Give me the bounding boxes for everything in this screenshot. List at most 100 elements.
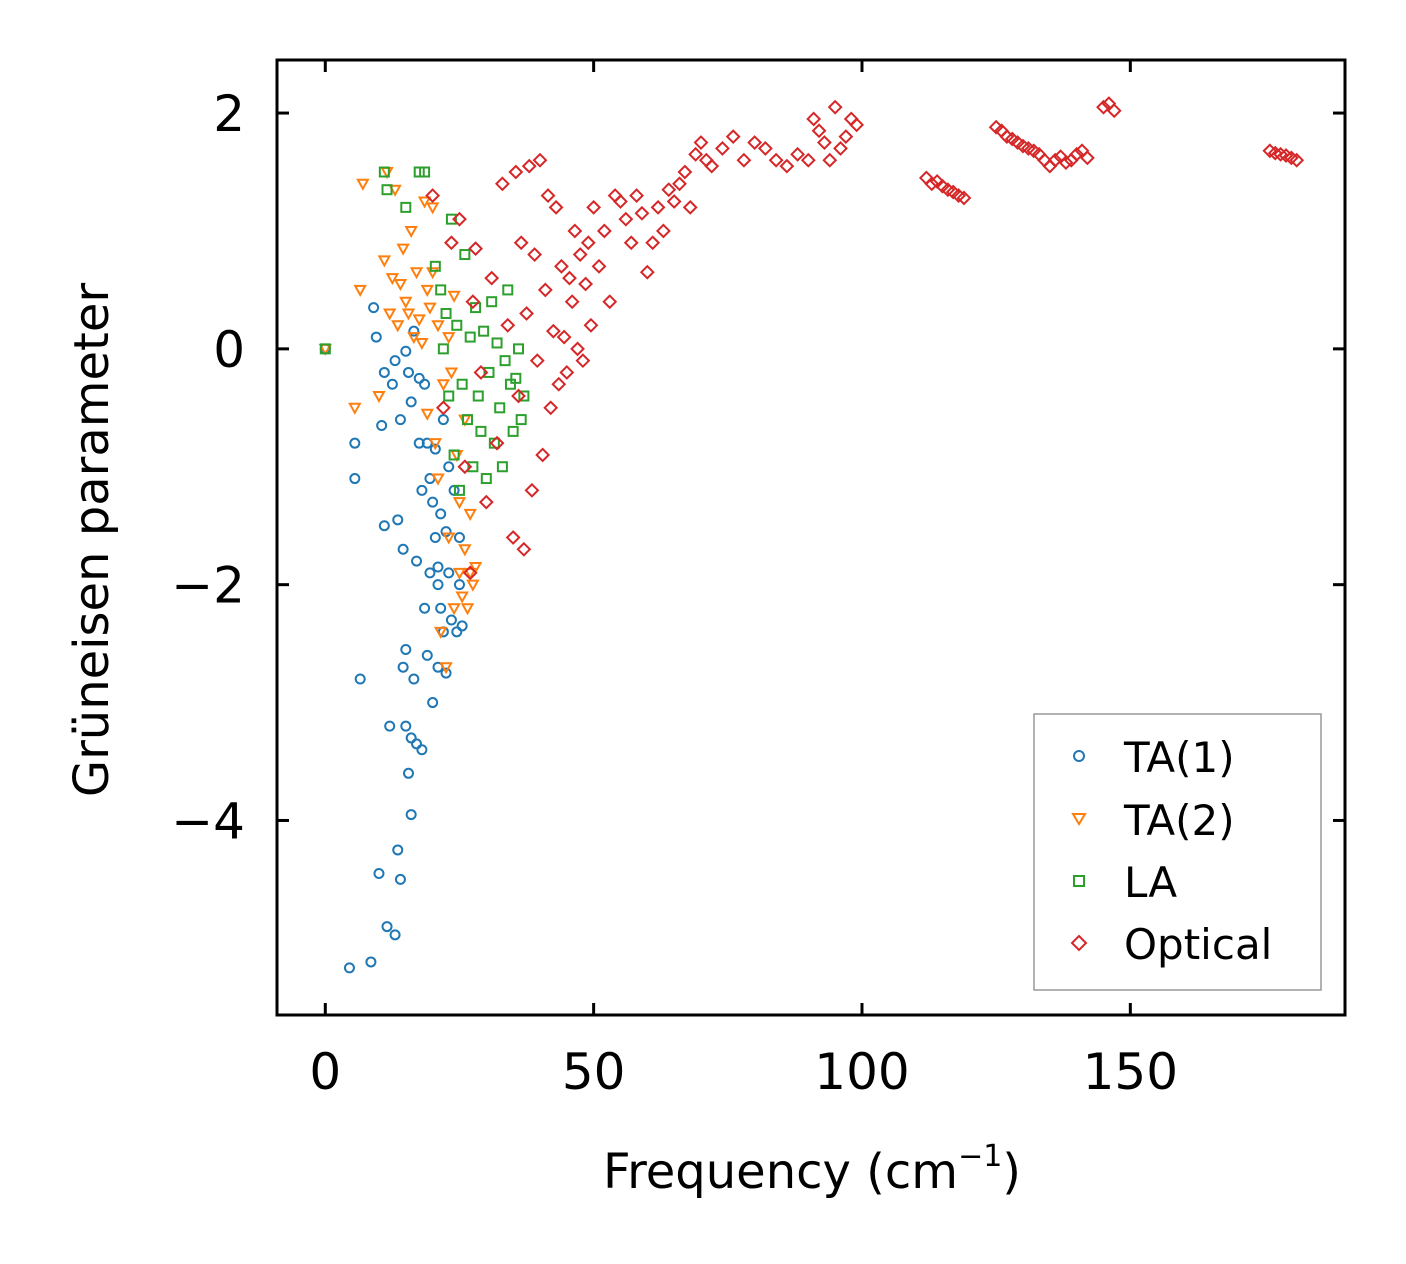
data-point-triangle bbox=[356, 178, 370, 191]
data-point-square bbox=[510, 372, 522, 384]
data-point-circle bbox=[349, 437, 361, 449]
data-point-triangle bbox=[388, 184, 402, 197]
data-point-diamond bbox=[462, 565, 478, 581]
x-tick-label: 100 bbox=[814, 1043, 909, 1101]
data-point-triangle bbox=[353, 284, 367, 297]
data-point-diamond bbox=[645, 235, 661, 251]
data-point-circle bbox=[445, 614, 457, 626]
data-point-diamond bbox=[583, 317, 599, 333]
data-point-diamond bbox=[562, 270, 577, 286]
data-point-diamond bbox=[554, 258, 569, 274]
data-point-circle bbox=[435, 602, 447, 614]
data-point-diamond bbox=[489, 435, 505, 451]
data-point-circle bbox=[400, 644, 412, 656]
data-point-diamond bbox=[578, 276, 594, 292]
axis-ticks: 0 50 100 150 2 0 −2 −4 bbox=[171, 60, 1345, 1101]
data-point-diamond bbox=[1106, 103, 1122, 119]
data-point-circle bbox=[453, 532, 465, 543]
data-point-circle bbox=[402, 767, 414, 779]
data-point-triangle bbox=[442, 532, 456, 545]
data-point-circle bbox=[432, 579, 444, 591]
data-point-diamond bbox=[757, 141, 773, 156]
data-point-circle bbox=[392, 514, 404, 526]
data-point-circle bbox=[368, 302, 380, 314]
data-point-square bbox=[381, 184, 393, 196]
data-point-triangle bbox=[348, 402, 362, 415]
data-point-square bbox=[472, 390, 484, 402]
data-point-square bbox=[483, 366, 495, 378]
data-point-circle bbox=[440, 526, 452, 538]
data-point-diamond bbox=[570, 341, 585, 357]
legend-item-ta2: TA(2) bbox=[1071, 796, 1235, 845]
data-point-diamond bbox=[425, 188, 441, 204]
data-point-diamond bbox=[543, 400, 559, 416]
data-point-square bbox=[491, 337, 503, 349]
data-point-diamond bbox=[661, 182, 677, 198]
data-point-circle bbox=[397, 543, 409, 555]
data-point-circle bbox=[392, 844, 404, 856]
data-point-triangle bbox=[452, 497, 467, 510]
data-point-circle bbox=[394, 414, 406, 426]
data-point-square bbox=[456, 378, 468, 390]
data-point-square bbox=[507, 425, 519, 437]
data-point-circle bbox=[453, 579, 465, 591]
data-point-circle bbox=[405, 809, 417, 821]
data-point-diamond bbox=[618, 211, 634, 227]
data-point-diamond bbox=[817, 135, 832, 150]
x-axis-label-main: Frequency (cm bbox=[603, 1144, 958, 1200]
data-point-triangle bbox=[466, 579, 480, 592]
legend-item-la: LA bbox=[1073, 858, 1177, 907]
data-point-diamond bbox=[580, 235, 596, 251]
data-point-diamond bbox=[564, 294, 580, 310]
data-point-triangle bbox=[447, 603, 461, 616]
data-point-square bbox=[448, 449, 460, 461]
data-point-circle bbox=[408, 673, 420, 685]
data-point-diamond bbox=[537, 282, 553, 298]
data-point-circle bbox=[435, 508, 447, 520]
plot-frame bbox=[275, 58, 1347, 1017]
data-point-triangle bbox=[431, 473, 445, 486]
data-point-triangle bbox=[420, 408, 434, 421]
data-point-square bbox=[319, 343, 331, 355]
data-point-triangle bbox=[455, 591, 469, 604]
data-point-triangle bbox=[458, 544, 472, 557]
data-point-diamond bbox=[677, 164, 693, 180]
data-point-square bbox=[462, 414, 474, 426]
data-point-circle bbox=[373, 868, 385, 880]
data-point-circle bbox=[381, 921, 393, 933]
y-tick-label: −4 bbox=[171, 792, 245, 850]
data-point-diamond bbox=[790, 146, 805, 162]
data-point-diamond bbox=[1289, 152, 1305, 168]
data-point-triangle bbox=[439, 662, 453, 675]
x-axis-label-superscript: −1 bbox=[958, 1139, 1002, 1174]
data-point-circle bbox=[427, 697, 439, 709]
legend-label-ta2: TA(2) bbox=[1123, 796, 1235, 845]
data-point-diamond bbox=[505, 530, 521, 545]
data-point-diamond bbox=[575, 353, 591, 369]
data-point-triangle bbox=[447, 290, 461, 303]
data-point-square bbox=[400, 201, 412, 213]
data-point-diamond bbox=[688, 146, 704, 162]
data-point-diamond bbox=[540, 188, 556, 204]
x-axis-label-close: ) bbox=[1002, 1144, 1021, 1200]
x-tick-label: 50 bbox=[562, 1043, 626, 1101]
legend-marker-triangle bbox=[1071, 813, 1087, 826]
data-point-diamond bbox=[1069, 146, 1085, 162]
data-point-diamond bbox=[519, 306, 534, 321]
legend-label-optical: Optical bbox=[1124, 920, 1272, 969]
data-point-triangle bbox=[436, 379, 451, 392]
data-point-diamond bbox=[811, 123, 827, 139]
data-point-diamond bbox=[551, 376, 567, 392]
data-point-triangle bbox=[393, 279, 408, 292]
data-point-square bbox=[515, 414, 527, 426]
data-point-diamond bbox=[827, 99, 843, 115]
data-point-diamond bbox=[529, 353, 545, 369]
data-point-triangle bbox=[428, 438, 443, 451]
data-point-square bbox=[494, 402, 506, 414]
data-point-circle bbox=[419, 378, 431, 390]
data-point-diamond bbox=[806, 111, 822, 127]
data-point-circle bbox=[437, 414, 449, 426]
data-point-diamond bbox=[602, 294, 618, 310]
data-point-triangle bbox=[372, 391, 386, 404]
y-tick-label: 0 bbox=[213, 321, 245, 379]
